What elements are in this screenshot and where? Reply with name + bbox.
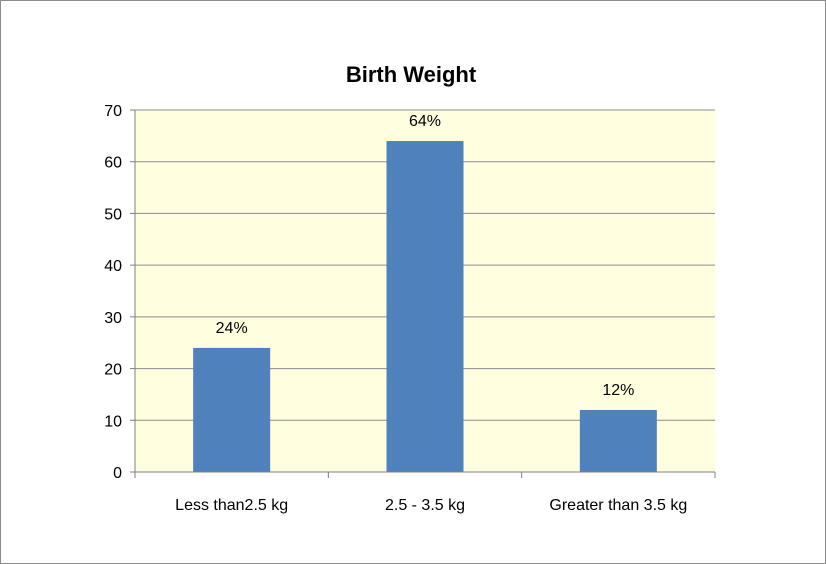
y-tick-label: 70: [104, 103, 122, 120]
data-label: 12%: [602, 382, 634, 399]
y-tick-label: 50: [104, 206, 122, 223]
data-label: 24%: [216, 320, 248, 337]
bar: [386, 141, 464, 472]
data-labels: 24% 64% 12%: [216, 113, 635, 399]
bar: [193, 347, 271, 472]
y-tick-label: 10: [104, 413, 122, 430]
y-tick-label: 40: [104, 258, 122, 275]
y-tick-label: 30: [104, 310, 122, 327]
y-tick-label: 60: [104, 155, 122, 172]
bar: [579, 409, 657, 472]
x-category-label: Greater than 3.5 kg: [549, 497, 687, 514]
x-category-label: Less than2.5 kg: [175, 497, 288, 514]
x-category-label: 2.5 - 3.5 kg: [385, 497, 465, 514]
chart-title: Birth Weight: [346, 62, 477, 87]
axes: 0 10 20 30 40 50 60 70 Less than2.5 kg 2.5 - 3.5 …: [104, 103, 716, 514]
y-tick-label: 0: [113, 465, 122, 482]
data-label: 64%: [409, 113, 441, 130]
bar-series: [193, 141, 657, 472]
y-tick-label: 20: [104, 362, 122, 379]
